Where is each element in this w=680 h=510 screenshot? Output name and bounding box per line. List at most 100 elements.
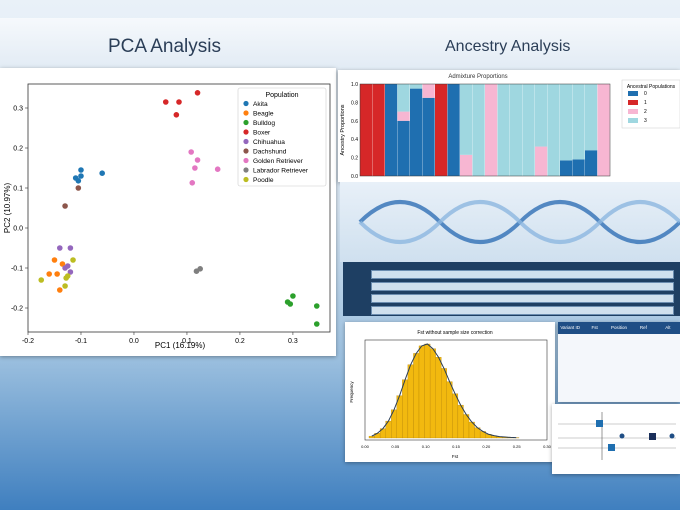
pca-point (75, 178, 82, 184)
admixture-legend-label: 2 (644, 109, 647, 115)
histogram-x-tick-label: 0.25 (513, 444, 522, 449)
pca-point (38, 277, 45, 283)
histogram-bar (407, 364, 414, 439)
pca-point (78, 173, 84, 179)
pca-y-axis-label: PC2 (10.97%) (3, 183, 12, 234)
pca-legend-label: Labrador Retriever (253, 168, 309, 175)
admixture-legend-swatch (628, 100, 638, 105)
table-strip-row (371, 270, 674, 279)
pca-point (70, 257, 76, 263)
ancestry-title: Ancestry Analysis (445, 38, 571, 55)
admixture-bar-segment (385, 84, 398, 176)
admixture-bar-segment (410, 88, 423, 176)
pca-y-tick-label: 0.3 (13, 106, 23, 113)
pca-point (313, 303, 320, 309)
variant-table-header-cell: Ref (639, 325, 647, 330)
admixture-bar-segment (560, 84, 573, 161)
admixture-legend-swatch (628, 118, 638, 123)
title-banner (0, 18, 680, 66)
admixture-y-tick-label: 0.6 (351, 119, 358, 125)
histogram-density-line (371, 343, 517, 439)
histogram-bar (424, 343, 431, 439)
admixture-bar-segment (447, 84, 460, 176)
forest-plot-panel (552, 404, 680, 474)
table-strip-row (371, 306, 674, 315)
histogram-title: Fst without sample size correction (417, 330, 493, 336)
histogram-x-tick-label: 0.05 (391, 444, 400, 449)
pca-point (162, 99, 169, 105)
histogram-frame (364, 339, 548, 441)
admixture-bar-segment (410, 84, 423, 89)
pca-point (188, 149, 194, 155)
pca-point (56, 287, 63, 293)
pca-point (59, 261, 66, 267)
admixture-bar-segment (397, 111, 410, 121)
admixture-bar-segment (585, 84, 598, 151)
histogram-bar (446, 381, 453, 439)
histogram-x-tick-label: 0.00 (361, 444, 370, 449)
histogram-x-tick-label: 0.15 (452, 444, 461, 449)
pca-point (173, 112, 180, 118)
admixture-bar-segment (597, 84, 610, 176)
pca-y-tick-label: -0.2 (11, 306, 23, 313)
admixture-panel: Admixture Proportions Ancestry Proportio… (338, 70, 680, 182)
pca-legend-marker (243, 176, 249, 183)
genotype-table-strip (343, 262, 680, 316)
pca-legend-label: Poodle (253, 177, 274, 184)
variant-table-panel: Variant ID Fst Position Ref Alt (558, 322, 680, 402)
pca-legend-marker (243, 110, 249, 116)
histogram-bar (402, 379, 409, 439)
admixture-bar-segment (422, 97, 435, 176)
pca-point (192, 165, 198, 171)
admixture-bar-segment (585, 150, 598, 176)
admixture-bar-segment (485, 84, 498, 176)
pca-x-tick-label: 0.1 (182, 338, 192, 345)
pca-legend-marker (243, 129, 249, 135)
fst-histogram-panel: Fst without sample size correction Frequ… (345, 322, 555, 462)
pca-point (176, 99, 182, 105)
pca-point (62, 203, 68, 209)
pca-y-tick-label: 0.1 (13, 186, 23, 193)
histogram-bar (457, 404, 464, 439)
admixture-legend-label: 0 (644, 91, 647, 97)
admixture-bar-segment (422, 84, 435, 98)
pca-legend-marker (243, 100, 249, 107)
admixture-y-tick-label: 0.4 (351, 137, 358, 143)
admixture-bar-segment (547, 84, 560, 176)
pca-point (54, 271, 60, 277)
histogram-bar (441, 368, 447, 439)
pca-point (67, 269, 74, 275)
pca-legend-label: Golden Retriever (253, 158, 304, 165)
pca-point (194, 157, 201, 163)
admixture-legend-label: 1 (644, 100, 647, 106)
pca-legend-title: Population (265, 92, 298, 99)
table-strip-row (371, 294, 674, 303)
admixture-bar-segment (535, 146, 548, 176)
pca-point (99, 170, 105, 176)
pca-legend-label: Bulldog (253, 120, 275, 127)
pca-x-tick-label: 0.0 (129, 338, 139, 345)
admixture-bar-segment (397, 120, 410, 176)
admixture-bar-segment (360, 84, 373, 176)
admixture-legend-swatch (628, 109, 638, 114)
pca-x-tick-label: -0.1 (75, 338, 87, 345)
pca-point (78, 167, 84, 173)
admixture-frame (359, 83, 611, 177)
histogram-bar (435, 357, 442, 439)
variant-table-header-cell: Position (611, 325, 628, 330)
histogram-bar (452, 393, 459, 439)
histogram-x-tick-label: 0.20 (482, 444, 491, 449)
pca-point (75, 185, 82, 191)
pca-point (197, 266, 203, 272)
histogram-bar (429, 348, 436, 439)
histogram-bar (463, 414, 470, 439)
histogram-y-axis-label: Frequency (349, 381, 354, 403)
pca-y-tick-label: -0.1 (11, 266, 23, 273)
pca-point (67, 245, 74, 251)
admixture-bar-segment (572, 84, 585, 160)
admixture-bar-segment (372, 84, 385, 176)
admixture-bar-segment (397, 84, 410, 112)
pca-point (46, 271, 52, 277)
admixture-bar-segment (522, 84, 535, 176)
fst-histogram: Fst without sample size correction Frequ… (349, 330, 552, 459)
